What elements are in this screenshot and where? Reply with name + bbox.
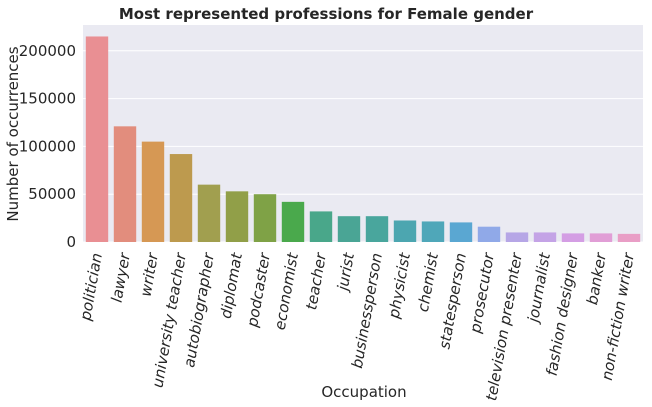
plot-area [83, 25, 643, 242]
bar-podcaster [253, 194, 277, 242]
bars [85, 36, 641, 242]
x-tick-label: politician [76, 252, 106, 323]
bar-prosecutor [477, 226, 501, 242]
y-tick-label: 150000 [19, 90, 76, 108]
bar-non-fiction-writer [617, 233, 641, 242]
x-tick-label: diplomat [217, 250, 246, 319]
x-tick-label: podcaster [243, 251, 274, 330]
bar-lawyer [113, 126, 137, 242]
y-tick-label: 0 [66, 233, 76, 251]
x-axis-label: Occupation [321, 383, 406, 401]
y-tick-labels: 0 50000 100000 150000 200000 [19, 42, 76, 251]
x-tick-label: writer [137, 251, 162, 298]
chart-title: Most represented professions for Female … [119, 5, 534, 23]
bar-banker [589, 233, 613, 242]
x-tick-label: jurist [333, 250, 358, 293]
x-tick-label: chemist [414, 250, 442, 313]
bar-jurist [337, 216, 361, 242]
bar-politician [85, 36, 109, 242]
x-tick-label: statesperson [435, 252, 470, 351]
bar-physicist [393, 220, 417, 242]
bar-university-teacher [169, 154, 193, 242]
bar-diplomat [225, 191, 249, 242]
bar-fashion-designer [561, 233, 585, 242]
bar-teacher [309, 211, 333, 242]
bar-television-presenter [505, 232, 529, 242]
y-tick-label: 100000 [19, 137, 76, 155]
x-tick-label: journalist [524, 250, 554, 325]
x-tick-label: teacher [302, 251, 330, 312]
x-tick-label: economist [271, 250, 302, 331]
y-tick-label: 200000 [19, 42, 76, 60]
x-tick-label: prosecutor [466, 251, 498, 336]
bar-statesperson [449, 222, 473, 242]
x-tick-label: lawyer [108, 251, 135, 304]
y-axis-label: Number of occurrences [4, 46, 22, 221]
bar-journalist [533, 232, 557, 242]
x-tick-label: physicist [385, 250, 415, 320]
bar-chemist [421, 221, 445, 242]
x-tick-label: banker [583, 251, 610, 306]
bar-economist [281, 201, 305, 242]
bar-writer [141, 141, 165, 242]
bar-autobiographer [197, 184, 221, 242]
bar-businessperson [365, 216, 389, 242]
y-tick-label: 50000 [28, 185, 76, 203]
